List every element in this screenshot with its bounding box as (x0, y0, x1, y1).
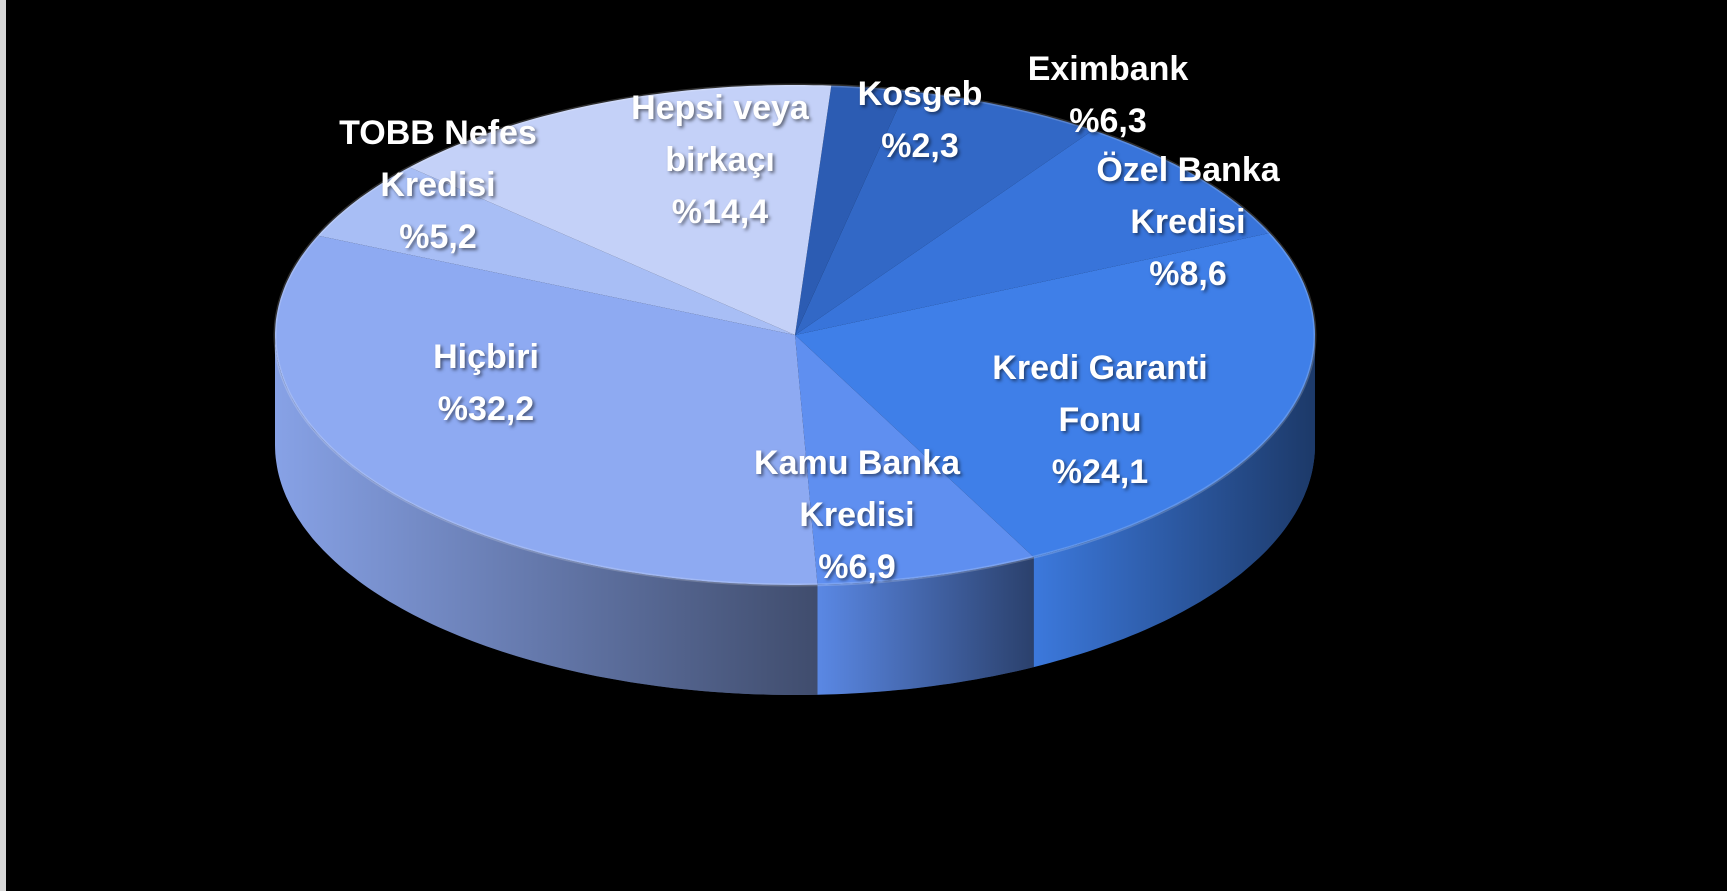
slice (795, 90, 1093, 335)
value-label: %24,1 (1051, 453, 1149, 491)
slice (795, 233, 1315, 558)
value-label: %5,2 (399, 218, 477, 256)
rim-highlight (273, 83, 1317, 587)
slice-side-shade (1033, 335, 1315, 668)
slice-side-shade (275, 335, 818, 695)
category-label: Hepsi veya birkaçı (631, 89, 809, 179)
slice-label: Kosgeb %2,3 (820, 68, 1020, 172)
category-label: Özel Banka Kredisi (1096, 151, 1280, 241)
edge (0, 0, 6, 891)
category-label: Kredi Garanti Fonu (992, 349, 1208, 439)
value-label: %32,2 (437, 390, 535, 428)
category-label: TOBB Nefes Kredisi (339, 114, 537, 204)
slice (795, 130, 1270, 335)
slice-side-shade (817, 557, 1034, 695)
category-label: Eximbank (1027, 50, 1189, 88)
slice (409, 85, 832, 335)
slice-label: Özel Banka Kredisi %8,6 (1073, 144, 1303, 300)
slice-label: Hepsi veya birkaçı %14,4 (610, 82, 830, 238)
value-label: %6,9 (818, 548, 896, 586)
slice-label: Hiçbiri %32,2 (386, 331, 586, 435)
value-label: %6,3 (1069, 102, 1147, 140)
slice (317, 167, 795, 335)
slice (275, 235, 818, 585)
slice (795, 85, 906, 335)
value-label: %14,4 (671, 193, 769, 231)
value-label: %8,6 (1149, 255, 1227, 293)
category-label: Hiçbiri (433, 338, 539, 376)
category-label: Kosgeb (857, 75, 983, 113)
slice-label: Kamu Banka Kredisi %6,9 (732, 437, 982, 593)
slice (795, 335, 1034, 585)
value-label: %2,3 (881, 127, 959, 165)
slice-label: Kredi Garanti Fonu %24,1 (965, 342, 1235, 498)
slice-label: TOBB Nefes Kredisi %5,2 (318, 107, 558, 263)
category-label: Kamu Banka Kredisi (754, 444, 960, 534)
slice-label: Eximbank %6,3 (988, 43, 1228, 147)
